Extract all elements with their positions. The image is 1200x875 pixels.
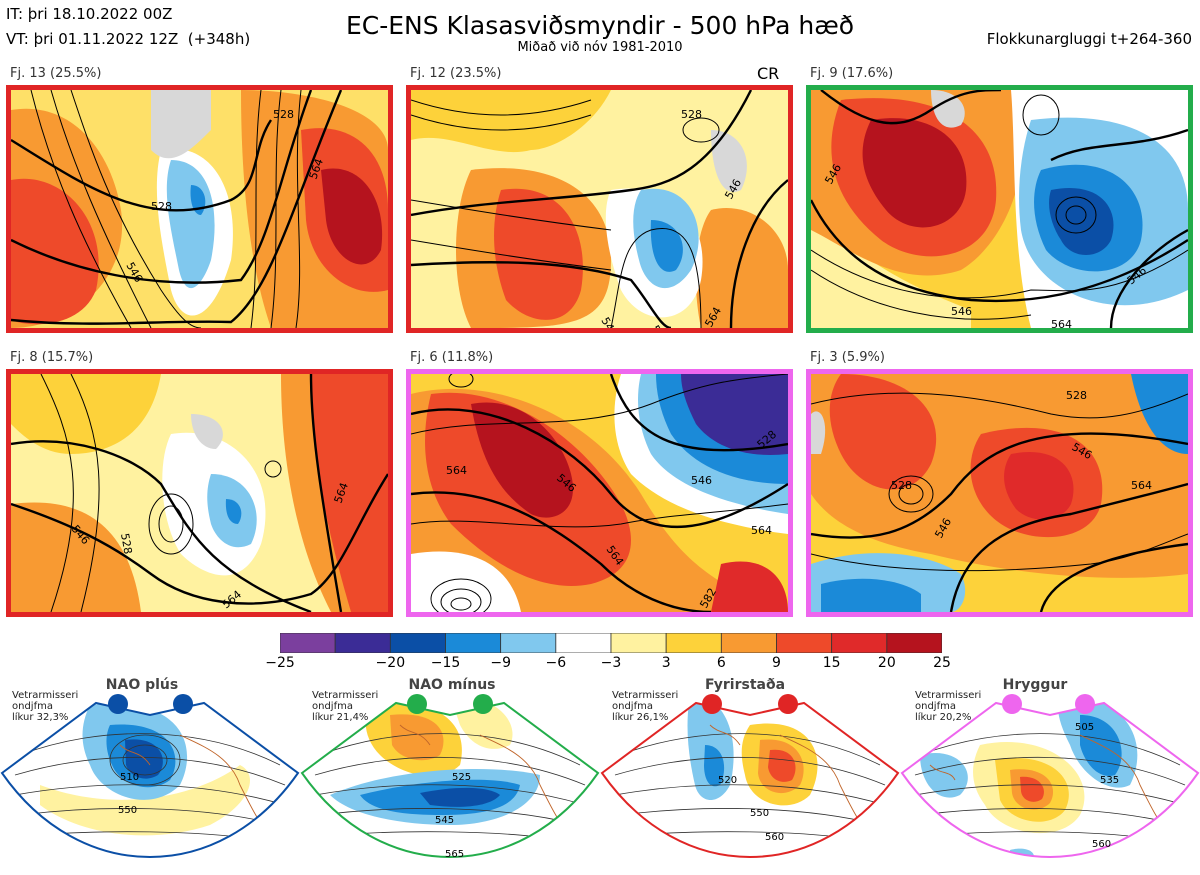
panel-label: Fj. 6 (11.8%) [410, 350, 494, 365]
svg-text:528: 528 [1066, 389, 1087, 402]
colorbar-tick-label: −20 [375, 655, 406, 671]
colorbar-tick-label: 25 [933, 655, 951, 671]
regime-nao-plus: 510 550 [0, 685, 300, 871]
regime-blocking: 520 550 560 [600, 685, 900, 871]
cluster-map-8: 546 528 564 564 [6, 369, 393, 617]
panel-label: Fj. 3 (5.9%) [810, 350, 885, 365]
regime-marker [702, 694, 722, 714]
svg-text:564: 564 [1131, 479, 1152, 492]
colorbar-tick-label: 3 [661, 655, 671, 671]
svg-text:564: 564 [1051, 318, 1072, 328]
svg-text:528: 528 [273, 108, 294, 121]
colorbar-tick-label: 6 [716, 655, 726, 671]
regime-note: Vetrarmisseri ondjfma líkur 20,2% [915, 690, 982, 723]
svg-text:546: 546 [951, 305, 972, 318]
svg-text:546: 546 [648, 323, 670, 328]
colorbar-tick-label: 9 [772, 655, 781, 671]
colorbar-swatch [445, 632, 502, 654]
regime-marker [407, 694, 427, 714]
regime-title: NAO mínus [408, 677, 496, 693]
colorbar-swatch [500, 632, 557, 654]
svg-text:564: 564 [751, 524, 772, 537]
colorbar-swatch [334, 632, 391, 654]
svg-text:565: 565 [445, 849, 464, 860]
colorbar-tick-label: −9 [490, 655, 511, 671]
svg-text:528: 528 [118, 532, 134, 555]
colorbar-swatch [886, 632, 943, 654]
colorbar-swatch [389, 632, 446, 654]
regime-marker [778, 694, 798, 714]
regime-marker [1075, 694, 1095, 714]
colorbar-tick-label: −3 [600, 655, 622, 671]
panel-label: Fj. 13 (25.5%) [10, 66, 102, 81]
init-time: IT: þri 18.10.2022 00Z [6, 5, 173, 23]
regime-nao-minus: 525 545 565 [300, 685, 600, 871]
svg-text:520: 520 [718, 775, 737, 786]
colorbar-swatch [665, 632, 722, 654]
valid-time: VT: þri 01.11.2022 12Z (+348h) [6, 30, 251, 48]
colorbar-swatch [831, 632, 888, 654]
cluster-map-3: 528 546 528 564 546 [806, 369, 1193, 617]
svg-text:560: 560 [1092, 839, 1111, 850]
svg-text:550: 550 [118, 805, 137, 816]
page-title: EC-ENS Klasasviðsmyndir - 500 hPa hæð [345, 11, 855, 40]
svg-text:560: 560 [765, 832, 784, 843]
regime-marker [173, 694, 193, 714]
colorbar-tick-label: −6 [545, 655, 567, 671]
regime-note: Vetrarmisseri ondjfma líkur 26,1% [612, 690, 679, 723]
colorbar-swatch [776, 632, 833, 654]
svg-text:528: 528 [151, 200, 172, 213]
svg-text:564: 564 [446, 464, 467, 477]
panel-tag: CR [757, 64, 780, 83]
svg-text:528: 528 [891, 479, 912, 492]
panel-label: Fj. 9 (17.6%) [810, 66, 894, 81]
cluster-map-6: 564 546 564 546 564 528 582 [406, 369, 793, 617]
panel-label: Fj. 8 (15.7%) [10, 350, 94, 365]
colorbar-tick-label: 20 [877, 655, 896, 671]
colorbar-swatch [279, 632, 336, 654]
colorbar [279, 632, 943, 654]
colorbar-tick-label: 15 [822, 655, 841, 671]
panel-label: Fj. 12 (23.5%) [410, 66, 502, 81]
regime-note: Vetrarmisseri ondjfma líkur 21,4% [312, 690, 379, 723]
regime-marker [473, 694, 493, 714]
cluster-map-13: 528 546 564 528 [6, 85, 393, 333]
regime-title: Hryggur [1002, 677, 1068, 693]
colorbar-tick-label: −25 [265, 655, 295, 671]
regime-ridge: 505 535 560 [900, 685, 1200, 871]
classification-window: Flokkunargluggi t+264-360 [986, 30, 1192, 48]
svg-text:528: 528 [681, 108, 702, 121]
colorbar-swatch [720, 632, 777, 654]
regime-marker [108, 694, 128, 714]
svg-text:546: 546 [691, 474, 712, 487]
svg-text:505: 505 [1075, 722, 1094, 733]
svg-text:525: 525 [452, 772, 471, 783]
regime-title: NAO plús [105, 677, 179, 693]
svg-text:535: 535 [1100, 775, 1119, 786]
regime-title: Fyrirstaða [704, 677, 786, 693]
page-subtitle: Miðað við nóv 1981-2010 [517, 40, 683, 55]
colorbar-swatch [555, 632, 612, 654]
colorbar-swatch [610, 632, 667, 654]
cluster-map-9: 546 546 546 564 [806, 85, 1193, 333]
svg-text:510: 510 [120, 772, 139, 783]
svg-text:550: 550 [750, 808, 769, 819]
svg-text:545: 545 [435, 815, 454, 826]
regime-note: Vetrarmisseri ondjfma líkur 32,3% [12, 690, 79, 723]
colorbar-tick-label: −15 [430, 655, 461, 671]
regime-marker [1002, 694, 1022, 714]
cluster-map-12: 528 546 546 546 564 [406, 85, 793, 333]
